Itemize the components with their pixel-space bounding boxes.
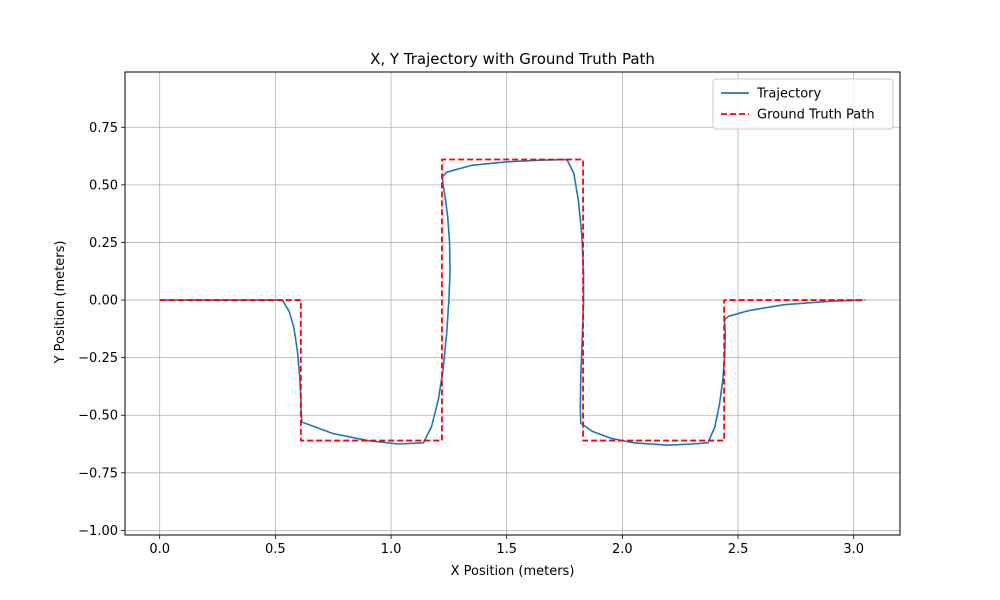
legend-entry-label: Ground Truth Path (757, 108, 875, 123)
y-tick-label: −1.00 (78, 524, 118, 539)
y-tick-label: −0.50 (78, 409, 118, 424)
x-axis-label: X Position (meters) (451, 564, 575, 579)
x-tick-label: 2.5 (728, 542, 749, 557)
series-line-trajectory (159, 158, 864, 446)
legend: Trajectory Ground Truth Path (712, 78, 894, 130)
y-tick-label: 0.25 (89, 236, 118, 251)
series-line-ground-truth-path (159, 158, 866, 442)
y-tick-label: 0.50 (89, 178, 118, 193)
x-tick-label: 1.0 (381, 542, 402, 557)
plot-frame (124, 71, 901, 536)
x-tick-label: 0.5 (265, 542, 286, 557)
y-tick-label: −0.25 (78, 351, 118, 366)
x-tick-label: 0.0 (149, 542, 170, 557)
plot-series (159, 158, 866, 446)
legend-entry-label: Trajectory (756, 87, 821, 102)
grid (125, 72, 900, 535)
chart-title: X, Y Trajectory with Ground Truth Path (370, 50, 655, 68)
legend-box (712, 78, 894, 130)
y-tick-label: 0.00 (89, 294, 118, 309)
y-tick-label: −0.75 (78, 466, 118, 481)
y-tick-label: 0.75 (89, 121, 118, 136)
y-axis-label: Y Position (meters) (53, 241, 68, 365)
axis-ticks: 0.0 0.5 1.0 1.5 2.0 2.5 3.0 −1.00 −0.75 −0.50 −0.2… (78, 121, 864, 557)
x-tick-label: 1.5 (496, 542, 517, 557)
x-tick-label: 2.0 (612, 542, 633, 557)
x-tick-label: 3.0 (843, 542, 864, 557)
